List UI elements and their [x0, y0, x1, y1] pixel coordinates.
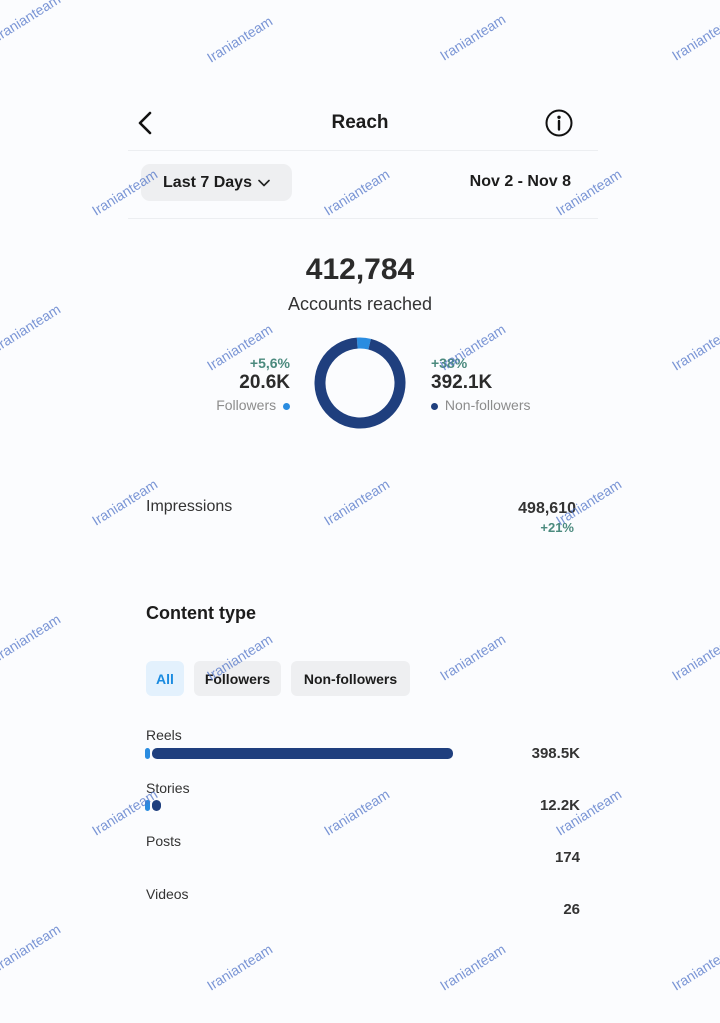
content-row-label-videos: Videos [146, 886, 189, 902]
info-icon[interactable] [544, 108, 574, 138]
content-row-value-posts: 174 [554, 849, 580, 866]
non-followers-delta: +38% [431, 355, 468, 371]
watermark-text: Iranianteam [321, 785, 393, 839]
bar-stories-non-followers [152, 800, 161, 811]
followers-count: 20.6K [239, 372, 290, 393]
watermark-text: Iranianteam [669, 630, 720, 684]
chip-all[interactable]: All [146, 661, 184, 696]
watermark-text: Iranianteam [204, 12, 276, 66]
non-followers-legend: Non-followers [431, 397, 591, 413]
watermark-text: Iranianteam [669, 10, 720, 64]
period-label: Last 7 Days [163, 173, 252, 191]
chip-non-followers[interactable]: Non-followers [291, 661, 410, 696]
watermark-text: Iranianteam [321, 165, 393, 219]
page-title: Reach [331, 112, 389, 133]
followers-legend: Followers [150, 397, 290, 413]
header-divider [128, 150, 598, 151]
content-row-value-stories: 12.2K [539, 797, 580, 814]
watermark-text: Iranianteam [204, 940, 276, 994]
watermark-text: Iranianteam [0, 0, 64, 44]
bar-stories-followers [145, 800, 150, 811]
content-row-label-reels: Reels [146, 727, 182, 743]
watermark-text: Iranianteam [0, 610, 64, 664]
bar-reels-followers [145, 748, 150, 759]
back-chevron-icon[interactable] [134, 110, 156, 136]
impressions-value: 498,610 [518, 500, 576, 517]
followers-stats: +5,6% 20.6K Followers [150, 355, 290, 413]
non-followers-stats: +38% 392.1K Non-followers [431, 355, 591, 413]
accounts-reached-value: 412,784 [305, 253, 415, 286]
date-range: Nov 2 - Nov 8 [469, 173, 571, 190]
watermark-text: Iranianteam [437, 10, 509, 64]
content-row-label-stories: Stories [146, 780, 190, 796]
chevron-down-icon [258, 179, 270, 186]
filter-divider [128, 218, 598, 219]
followers-delta: +5,6% [249, 355, 290, 371]
reach-donut-chart [314, 337, 406, 429]
bar-reels-non-followers [152, 748, 454, 759]
followers-legend-label: Followers [216, 397, 277, 413]
followers-legend-dot [283, 402, 290, 410]
chip-followers[interactable]: Followers [194, 661, 281, 696]
content-row-label-posts: Posts [146, 833, 182, 849]
impressions-delta: +21% [540, 520, 574, 535]
watermark-text: Iranianteam [669, 940, 720, 994]
watermark-text: Iranianteam [437, 630, 509, 684]
non-followers-count: 392.1K [431, 372, 493, 393]
period-dropdown-button[interactable]: Last 7 Days [141, 164, 292, 201]
content-row-value-reels: 398.5K [531, 745, 580, 762]
watermark-text: Iranianteam [669, 320, 720, 374]
non-followers-legend-dot [431, 402, 438, 410]
donut-slice-non-followers [314, 337, 406, 429]
content-type-title: Content type [146, 603, 256, 623]
content-row-value-videos: 26 [563, 901, 580, 918]
watermark-text: Iranianteam [437, 940, 509, 994]
impressions-label: Impressions [146, 498, 233, 515]
watermark-text: Iranianteam [321, 475, 393, 529]
watermark-text: Iranianteam [0, 920, 64, 974]
accounts-reached-label: Accounts reached [287, 294, 433, 314]
non-followers-legend-label: Non-followers [444, 397, 531, 413]
donut-slice-followers [356, 337, 371, 350]
